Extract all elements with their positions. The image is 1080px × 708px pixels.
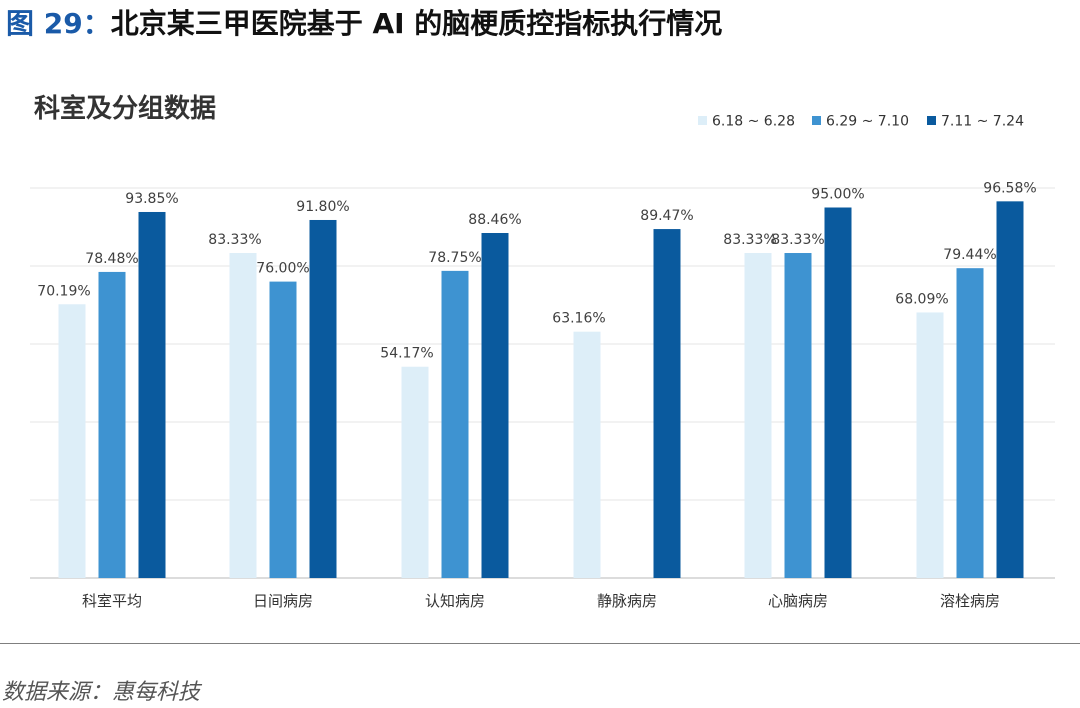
bar: [784, 253, 812, 578]
legend-swatch: [698, 116, 707, 125]
bar: [269, 281, 297, 578]
chart-title: 科室及分组数据: [34, 94, 217, 124]
bar: [229, 253, 257, 578]
data-label: 83.33%: [208, 232, 261, 248]
bar: [744, 253, 772, 578]
figure-title: 图 29： 北京某三甲医院基于 AI 的脑梗质控指标执行情况: [6, 2, 722, 42]
bar: [996, 201, 1024, 578]
data-label: 91.80%: [296, 199, 349, 215]
data-label: 54.17%: [380, 346, 433, 362]
data-label: 79.44%: [943, 247, 996, 263]
bar: [309, 219, 337, 579]
data-label: 70.19%: [37, 283, 90, 299]
source-note: 数据来源：惠每科技: [2, 680, 201, 705]
bar: [653, 229, 681, 578]
bar: [573, 331, 601, 578]
data-label: 78.75%: [428, 250, 481, 266]
x-tick-label: 静脉病房: [597, 592, 657, 610]
data-label: 88.46%: [468, 212, 521, 228]
legend-swatch: [812, 116, 821, 125]
bar: [481, 233, 509, 579]
x-tick-label: 心脑病房: [768, 592, 828, 610]
x-tick-label: 科室平均: [82, 592, 142, 610]
legend-label: 6.29 ~ 7.10: [826, 114, 909, 130]
data-label: 93.85%: [125, 191, 178, 207]
data-label: 83.33%: [723, 232, 776, 248]
bar: [824, 207, 852, 578]
data-label: 96.58%: [983, 180, 1036, 196]
figure-number: 图 29：: [6, 7, 111, 40]
data-label: 89.47%: [640, 208, 693, 224]
data-label: 83.33%: [771, 232, 824, 248]
legend-label: 7.11 ~ 7.24: [941, 114, 1024, 130]
figure-caption: 北京某三甲医院基于 AI 的脑梗质控指标执行情况: [110, 7, 723, 40]
legend-swatch: [927, 116, 936, 125]
x-tick-label: 认知病房: [425, 592, 485, 610]
bar: [916, 312, 944, 578]
bar: [138, 211, 166, 579]
bar: [441, 270, 469, 578]
data-label: 63.16%: [552, 311, 605, 327]
bar: [401, 366, 429, 578]
footer-divider: [0, 643, 1080, 644]
data-label: 78.48%: [85, 251, 138, 267]
data-label: 68.09%: [895, 291, 948, 307]
x-tick-label: 溶栓病房: [940, 592, 1000, 610]
x-tick-label: 日间病房: [253, 592, 313, 610]
data-label: 76.00%: [256, 261, 309, 277]
bar: [58, 304, 86, 578]
legend-label: 6.18 ~ 6.28: [712, 114, 795, 130]
bar-chart: 70.19% 83.33% 54.17% 63.16% 83.33% 68.09% 78.4…: [30, 114, 1055, 610]
bar: [956, 268, 984, 578]
bar: [98, 271, 126, 578]
data-label: 95.00%: [811, 187, 864, 203]
